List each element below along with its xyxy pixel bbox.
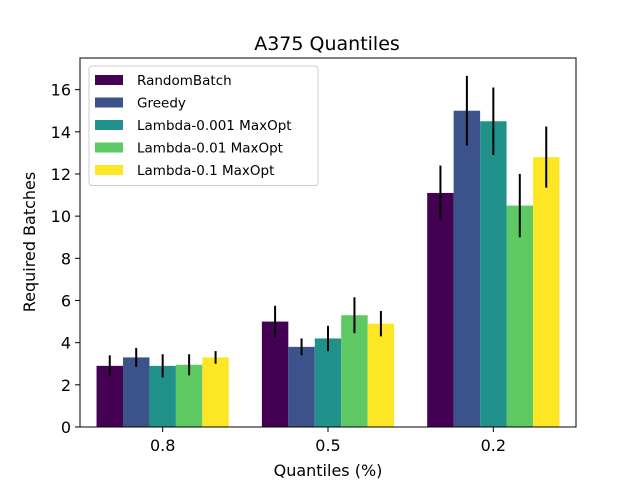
bar bbox=[122, 357, 150, 427]
bar bbox=[427, 192, 454, 427]
y-tick-label: 14 bbox=[51, 123, 71, 142]
x-tick-label: 0.8 bbox=[150, 436, 175, 455]
x-tick-label: 0.5 bbox=[315, 436, 340, 455]
y-tick-label: 6 bbox=[61, 291, 71, 310]
y-tick-label: 12 bbox=[51, 165, 71, 184]
legend-swatch bbox=[95, 75, 123, 85]
legend-label: Lambda-0.001 MaxOpt bbox=[137, 118, 292, 134]
y-tick-label: 4 bbox=[61, 334, 71, 353]
legend-label: Lambda-0.01 MaxOpt bbox=[137, 141, 283, 157]
bars-group bbox=[96, 110, 560, 428]
x-tick-label: 0.2 bbox=[481, 436, 506, 455]
y-tick-label: 0 bbox=[61, 418, 71, 437]
bar bbox=[261, 321, 289, 427]
legend-swatch bbox=[95, 142, 123, 153]
bar bbox=[480, 121, 507, 427]
y-axis: 0 2 4 6 8 10 12 14 16 bbox=[51, 81, 80, 437]
y-tick-label: 16 bbox=[51, 81, 71, 100]
y-tick-label: 2 bbox=[61, 376, 71, 395]
legend-swatch bbox=[95, 120, 123, 130]
legend-label: Greedy bbox=[137, 96, 186, 112]
legend-swatch bbox=[95, 165, 123, 175]
legend-swatch bbox=[95, 97, 123, 108]
bar bbox=[202, 357, 229, 427]
plot-frame bbox=[79, 57, 577, 428]
bar bbox=[506, 205, 534, 427]
x-axis-label: Quantiles (%) bbox=[274, 461, 383, 480]
y-tick-label: 10 bbox=[51, 207, 71, 226]
chart-title: A375 Quantiles bbox=[254, 33, 400, 55]
bar bbox=[314, 338, 342, 427]
bar bbox=[453, 110, 481, 427]
y-tick-label: 8 bbox=[61, 249, 71, 268]
bar bbox=[533, 157, 560, 428]
legend-label: Lambda-0.1 MaxOpt bbox=[137, 163, 274, 179]
legend: RandomBatch Greedy Lambda-0.001 MaxOpt Lamb… bbox=[88, 65, 319, 186]
y-axis-label: Required Batches bbox=[20, 172, 39, 312]
bar bbox=[288, 346, 315, 427]
legend-label: RandomBatch bbox=[137, 73, 232, 89]
legend-box bbox=[88, 65, 319, 186]
bar bbox=[341, 315, 368, 427]
bar bbox=[367, 323, 395, 427]
errorbars-group bbox=[108, 75, 548, 378]
x-axis: 0.8 0.5 0.2 bbox=[150, 427, 506, 455]
